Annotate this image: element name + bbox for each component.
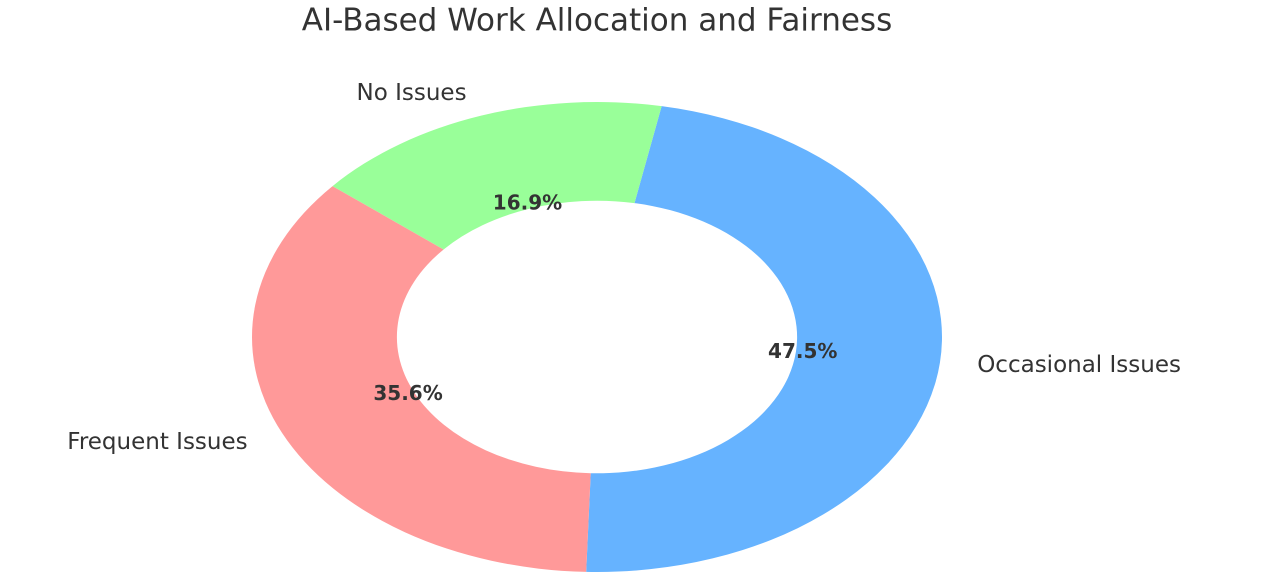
percent-label: 47.5% bbox=[768, 339, 837, 363]
percent-label: 16.9% bbox=[493, 191, 562, 215]
percent-label: 35.6% bbox=[373, 381, 442, 405]
chart-title: AI-Based Work Allocation and Fairness bbox=[302, 3, 892, 39]
donut-slice bbox=[332, 101, 662, 250]
slice-label: Frequent Issues bbox=[67, 429, 247, 455]
slice-label: No Issues bbox=[357, 80, 467, 106]
donut-slice bbox=[252, 186, 591, 572]
slice-label: Occasional Issues bbox=[977, 352, 1181, 378]
donut-slice bbox=[586, 106, 942, 572]
